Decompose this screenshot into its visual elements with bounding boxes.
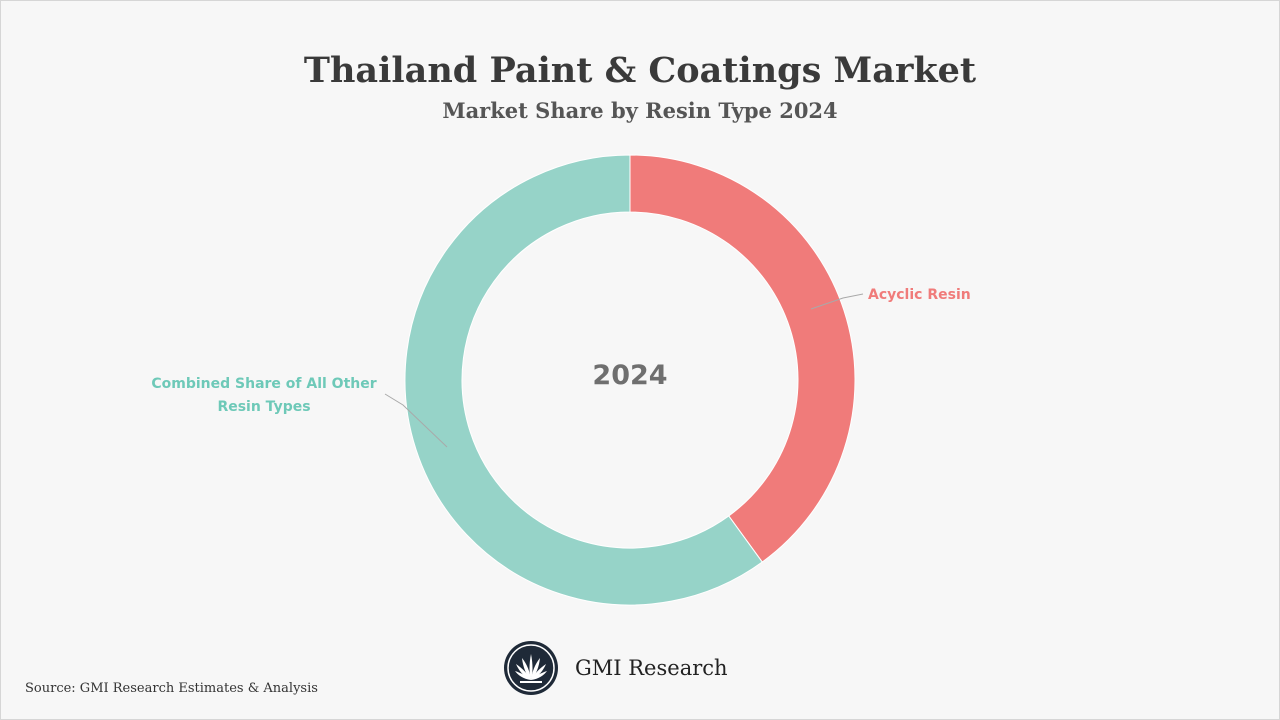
brand-name: GMI Research: [575, 656, 728, 680]
brand-block: GMI Research: [503, 640, 728, 696]
source-note: Source: GMI Research Estimates & Analysi…: [25, 681, 318, 696]
chart-title: Thailand Paint & Coatings Market: [303, 50, 977, 91]
donut-slice: [404, 154, 763, 606]
gmi-logo-icon: [504, 641, 558, 695]
slice-label: Acyclic Resin: [868, 287, 971, 303]
donut-slice: [629, 154, 856, 563]
center-year-label: 2024: [592, 360, 667, 391]
leader-line: [810, 293, 864, 310]
leader-line: [384, 393, 448, 448]
slice-label: Combined Share of All Other Resin Types: [151, 376, 376, 415]
chart-subtitle: Market Share by Resin Type 2024: [442, 98, 838, 123]
